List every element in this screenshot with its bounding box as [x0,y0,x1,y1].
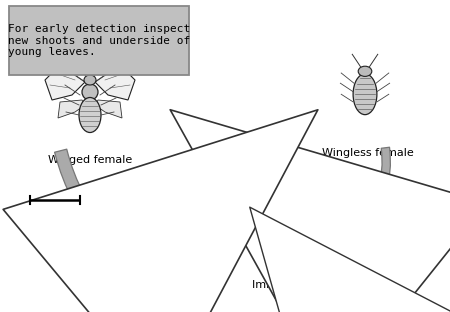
Text: Immature aphids: Immature aphids [252,280,347,290]
Ellipse shape [82,84,98,100]
FancyBboxPatch shape [9,6,189,75]
FancyArrowPatch shape [342,147,391,234]
Ellipse shape [79,97,101,133]
Ellipse shape [241,163,249,169]
Ellipse shape [297,230,303,236]
Text: Wingless female: Wingless female [322,148,414,158]
Ellipse shape [237,168,252,192]
Ellipse shape [358,66,372,76]
Text: Winged female: Winged female [48,155,132,165]
Polygon shape [45,65,85,100]
Text: For early detection inspect
new shoots and underside of
young leaves.: For early detection inspect new shoots a… [8,24,190,57]
Text: 1 mm: 1 mm [39,214,71,224]
Polygon shape [95,100,122,118]
Polygon shape [95,65,135,100]
FancyArrowPatch shape [54,149,212,281]
Ellipse shape [294,234,306,252]
Polygon shape [58,100,85,118]
Ellipse shape [84,75,96,85]
Ellipse shape [353,74,377,115]
